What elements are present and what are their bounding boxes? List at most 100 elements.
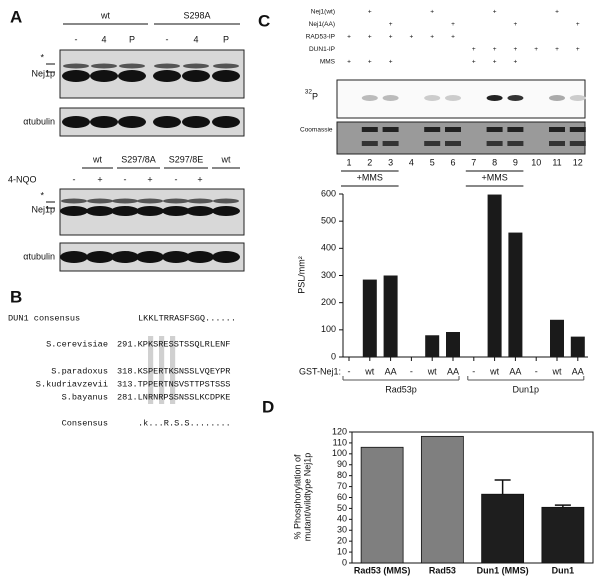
highlight	[170, 336, 176, 404]
x-tick-label: -	[535, 366, 538, 376]
lane-label: 4	[193, 34, 198, 44]
condition-mark: +	[472, 46, 476, 53]
autorad-label: P	[312, 91, 318, 101]
band	[62, 70, 90, 82]
condition-mark: +	[389, 59, 393, 66]
band	[86, 251, 114, 263]
condition-label: MMS	[320, 59, 336, 66]
lane-label: P	[223, 34, 229, 44]
panel-label: D	[262, 397, 274, 416]
y-tick-label: 300	[321, 270, 336, 280]
y-tick-label: 90	[337, 459, 347, 469]
band	[154, 63, 180, 69]
band	[549, 95, 565, 101]
y-tick-label: 400	[321, 243, 336, 253]
band	[213, 198, 239, 204]
lane-label: -	[75, 34, 78, 44]
y-tick-label: 40	[337, 514, 347, 524]
y-tick-label: 110	[333, 437, 347, 447]
bar	[383, 275, 398, 357]
x-tick-label: -	[348, 366, 351, 376]
band	[182, 116, 210, 128]
lane-label: +	[197, 174, 202, 184]
band	[569, 127, 586, 132]
band	[424, 141, 441, 146]
lane-number: 8	[492, 157, 497, 167]
x-tick-label: -	[410, 366, 413, 376]
band	[549, 127, 565, 132]
x-tick-label: Dun1 (MMS)	[477, 565, 529, 575]
condition-mark: +	[451, 34, 455, 41]
band	[212, 70, 240, 82]
band	[136, 206, 164, 216]
band	[486, 127, 503, 132]
lane-number: 4	[409, 157, 414, 167]
lane-label: -	[175, 174, 178, 184]
lane-number: 9	[513, 157, 518, 167]
band	[212, 116, 240, 128]
bar	[508, 232, 523, 357]
bar	[360, 446, 404, 564]
band	[569, 141, 586, 146]
band	[111, 206, 139, 216]
band	[62, 116, 90, 128]
treatment-label: 4-NQO	[8, 174, 37, 184]
sequence: 318.KSPERTKSNSSLVQEYPR	[117, 366, 230, 376]
band	[183, 63, 209, 69]
band	[163, 198, 189, 204]
band	[445, 127, 461, 132]
band	[569, 95, 586, 101]
condition-mark: +	[514, 21, 518, 28]
x-tick-label: Rad53 (MMS)	[354, 565, 411, 575]
condition-mark: +	[555, 9, 559, 16]
band	[61, 198, 87, 204]
band	[90, 116, 118, 128]
band	[213, 63, 239, 69]
lane-number: 5	[430, 157, 435, 167]
y-axis-label: PSL/mm²	[296, 256, 306, 294]
species-name: S.cerevisiae	[46, 339, 108, 349]
band	[187, 198, 213, 204]
lane-number: 11	[552, 157, 561, 167]
band	[212, 206, 240, 216]
condition-mark: +	[451, 21, 455, 28]
panel-label: C	[258, 11, 270, 30]
band	[63, 63, 89, 69]
condition-mark: +	[430, 34, 434, 41]
condition-mark: +	[389, 21, 393, 28]
band	[361, 95, 378, 101]
condition-mark: +	[368, 34, 372, 41]
group-label: S297/8E	[169, 154, 204, 164]
x-tick-label: wt	[364, 366, 374, 376]
lane-label: -	[166, 34, 169, 44]
band	[86, 206, 114, 216]
condition-mark: +	[347, 59, 351, 66]
condition-mark: +	[347, 34, 351, 41]
group-label: Dun1p	[513, 384, 540, 394]
y-axis-label: % Phosphorylation of	[292, 454, 302, 540]
species-name: DUN1 consensus	[8, 313, 80, 323]
x-tick-label: wt	[489, 366, 499, 376]
row-label: αtubulin	[23, 251, 55, 261]
x-axis-label: GST-Nej1:	[299, 366, 341, 376]
band	[119, 63, 145, 69]
band	[424, 127, 441, 132]
condition-label: DUN1-IP	[309, 46, 335, 53]
y-tick-label: 100	[332, 448, 347, 458]
bar	[550, 319, 564, 357]
band	[507, 95, 524, 101]
lane-number: 2	[367, 157, 372, 167]
bar	[487, 194, 502, 357]
condition-mark: +	[493, 46, 497, 53]
condition-mark: +	[555, 46, 559, 53]
lane-number: 7	[471, 157, 476, 167]
condition-mark: +	[534, 46, 538, 53]
bar	[446, 332, 460, 357]
species-name: S.kudriavzevii	[36, 379, 108, 389]
condition-label: RAD53-IP	[306, 34, 335, 41]
sequence: 313.TPPERTNSVSTTPSTSSS	[117, 379, 230, 389]
band	[382, 141, 399, 146]
x-tick-label: AA	[447, 366, 459, 376]
bar	[425, 335, 440, 357]
